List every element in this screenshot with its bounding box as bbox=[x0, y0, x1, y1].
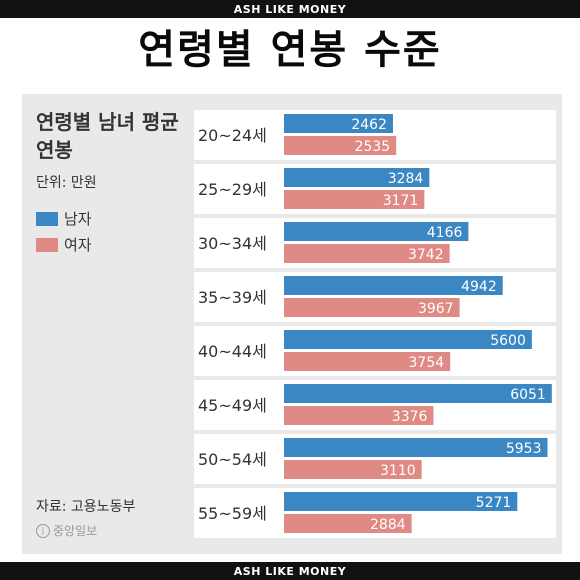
category-label: 45~49세 bbox=[198, 396, 267, 415]
chart-title: 연령별 남녀 평균 연봉 bbox=[36, 110, 179, 162]
bar-female bbox=[284, 244, 450, 263]
bar-female bbox=[284, 460, 422, 479]
legend-female-label: 여자 bbox=[64, 236, 92, 254]
publisher-logo: j 중앙일보 bbox=[36, 522, 97, 539]
bar-male bbox=[284, 438, 548, 457]
bar-male bbox=[284, 276, 503, 295]
data-label-male: 4166 bbox=[427, 225, 463, 241]
data-label-female: 2884 bbox=[370, 517, 406, 533]
bar-female bbox=[284, 190, 425, 209]
bottom-banner: ASH LIKE MONEY bbox=[0, 562, 580, 580]
top-banner: ASH LIKE MONEY bbox=[0, 0, 580, 18]
data-label-male: 2462 bbox=[351, 117, 387, 133]
data-label-female: 3171 bbox=[383, 193, 419, 209]
bar-female bbox=[284, 352, 451, 371]
data-label-male: 4942 bbox=[461, 279, 497, 295]
data-label-male: 5953 bbox=[506, 441, 542, 457]
category-label: 40~44세 bbox=[198, 342, 267, 361]
category-label: 55~59세 bbox=[198, 504, 267, 523]
bar-male bbox=[284, 114, 393, 133]
data-label-female: 3742 bbox=[408, 247, 444, 263]
bar-male bbox=[284, 222, 469, 241]
category-label: 35~39세 bbox=[198, 288, 267, 307]
legend-male: 남자 bbox=[36, 208, 92, 229]
chart-source: 자료: 고용노동부 bbox=[36, 499, 136, 515]
bar-female bbox=[284, 136, 397, 155]
bar-male bbox=[284, 384, 552, 403]
category-label: 25~29세 bbox=[198, 180, 267, 199]
data-label-male: 5600 bbox=[490, 333, 526, 349]
data-label-female: 3110 bbox=[380, 463, 416, 479]
publisher-logo-icon: j bbox=[36, 523, 50, 538]
main-title: 연령별 연봉 수준 bbox=[138, 27, 442, 73]
legend-female: 여자 bbox=[36, 234, 92, 255]
chart-unit: 단위: 만원 bbox=[36, 175, 97, 191]
bar-male bbox=[284, 492, 518, 511]
data-label-male: 6051 bbox=[510, 387, 546, 403]
data-label-female: 3967 bbox=[418, 301, 454, 317]
category-label: 30~34세 bbox=[198, 234, 267, 253]
legend-female-swatch bbox=[36, 237, 58, 252]
data-label-female: 3754 bbox=[409, 355, 445, 371]
data-label-male: 5271 bbox=[476, 495, 512, 511]
bar-male bbox=[284, 168, 430, 187]
data-label-male: 3284 bbox=[388, 171, 424, 187]
data-label-female: 2535 bbox=[355, 139, 391, 155]
category-label: 20~24세 bbox=[198, 126, 267, 145]
bar-female bbox=[284, 298, 460, 317]
bar-female bbox=[284, 406, 434, 425]
legend-male-swatch bbox=[36, 211, 58, 226]
bar-female bbox=[284, 514, 412, 533]
legend-male-label: 남자 bbox=[64, 210, 92, 228]
bar-male bbox=[284, 330, 532, 349]
publisher-logo-text: 중앙일보 bbox=[53, 524, 98, 538]
category-label: 50~54세 bbox=[198, 450, 267, 469]
data-label-female: 3376 bbox=[392, 409, 428, 425]
